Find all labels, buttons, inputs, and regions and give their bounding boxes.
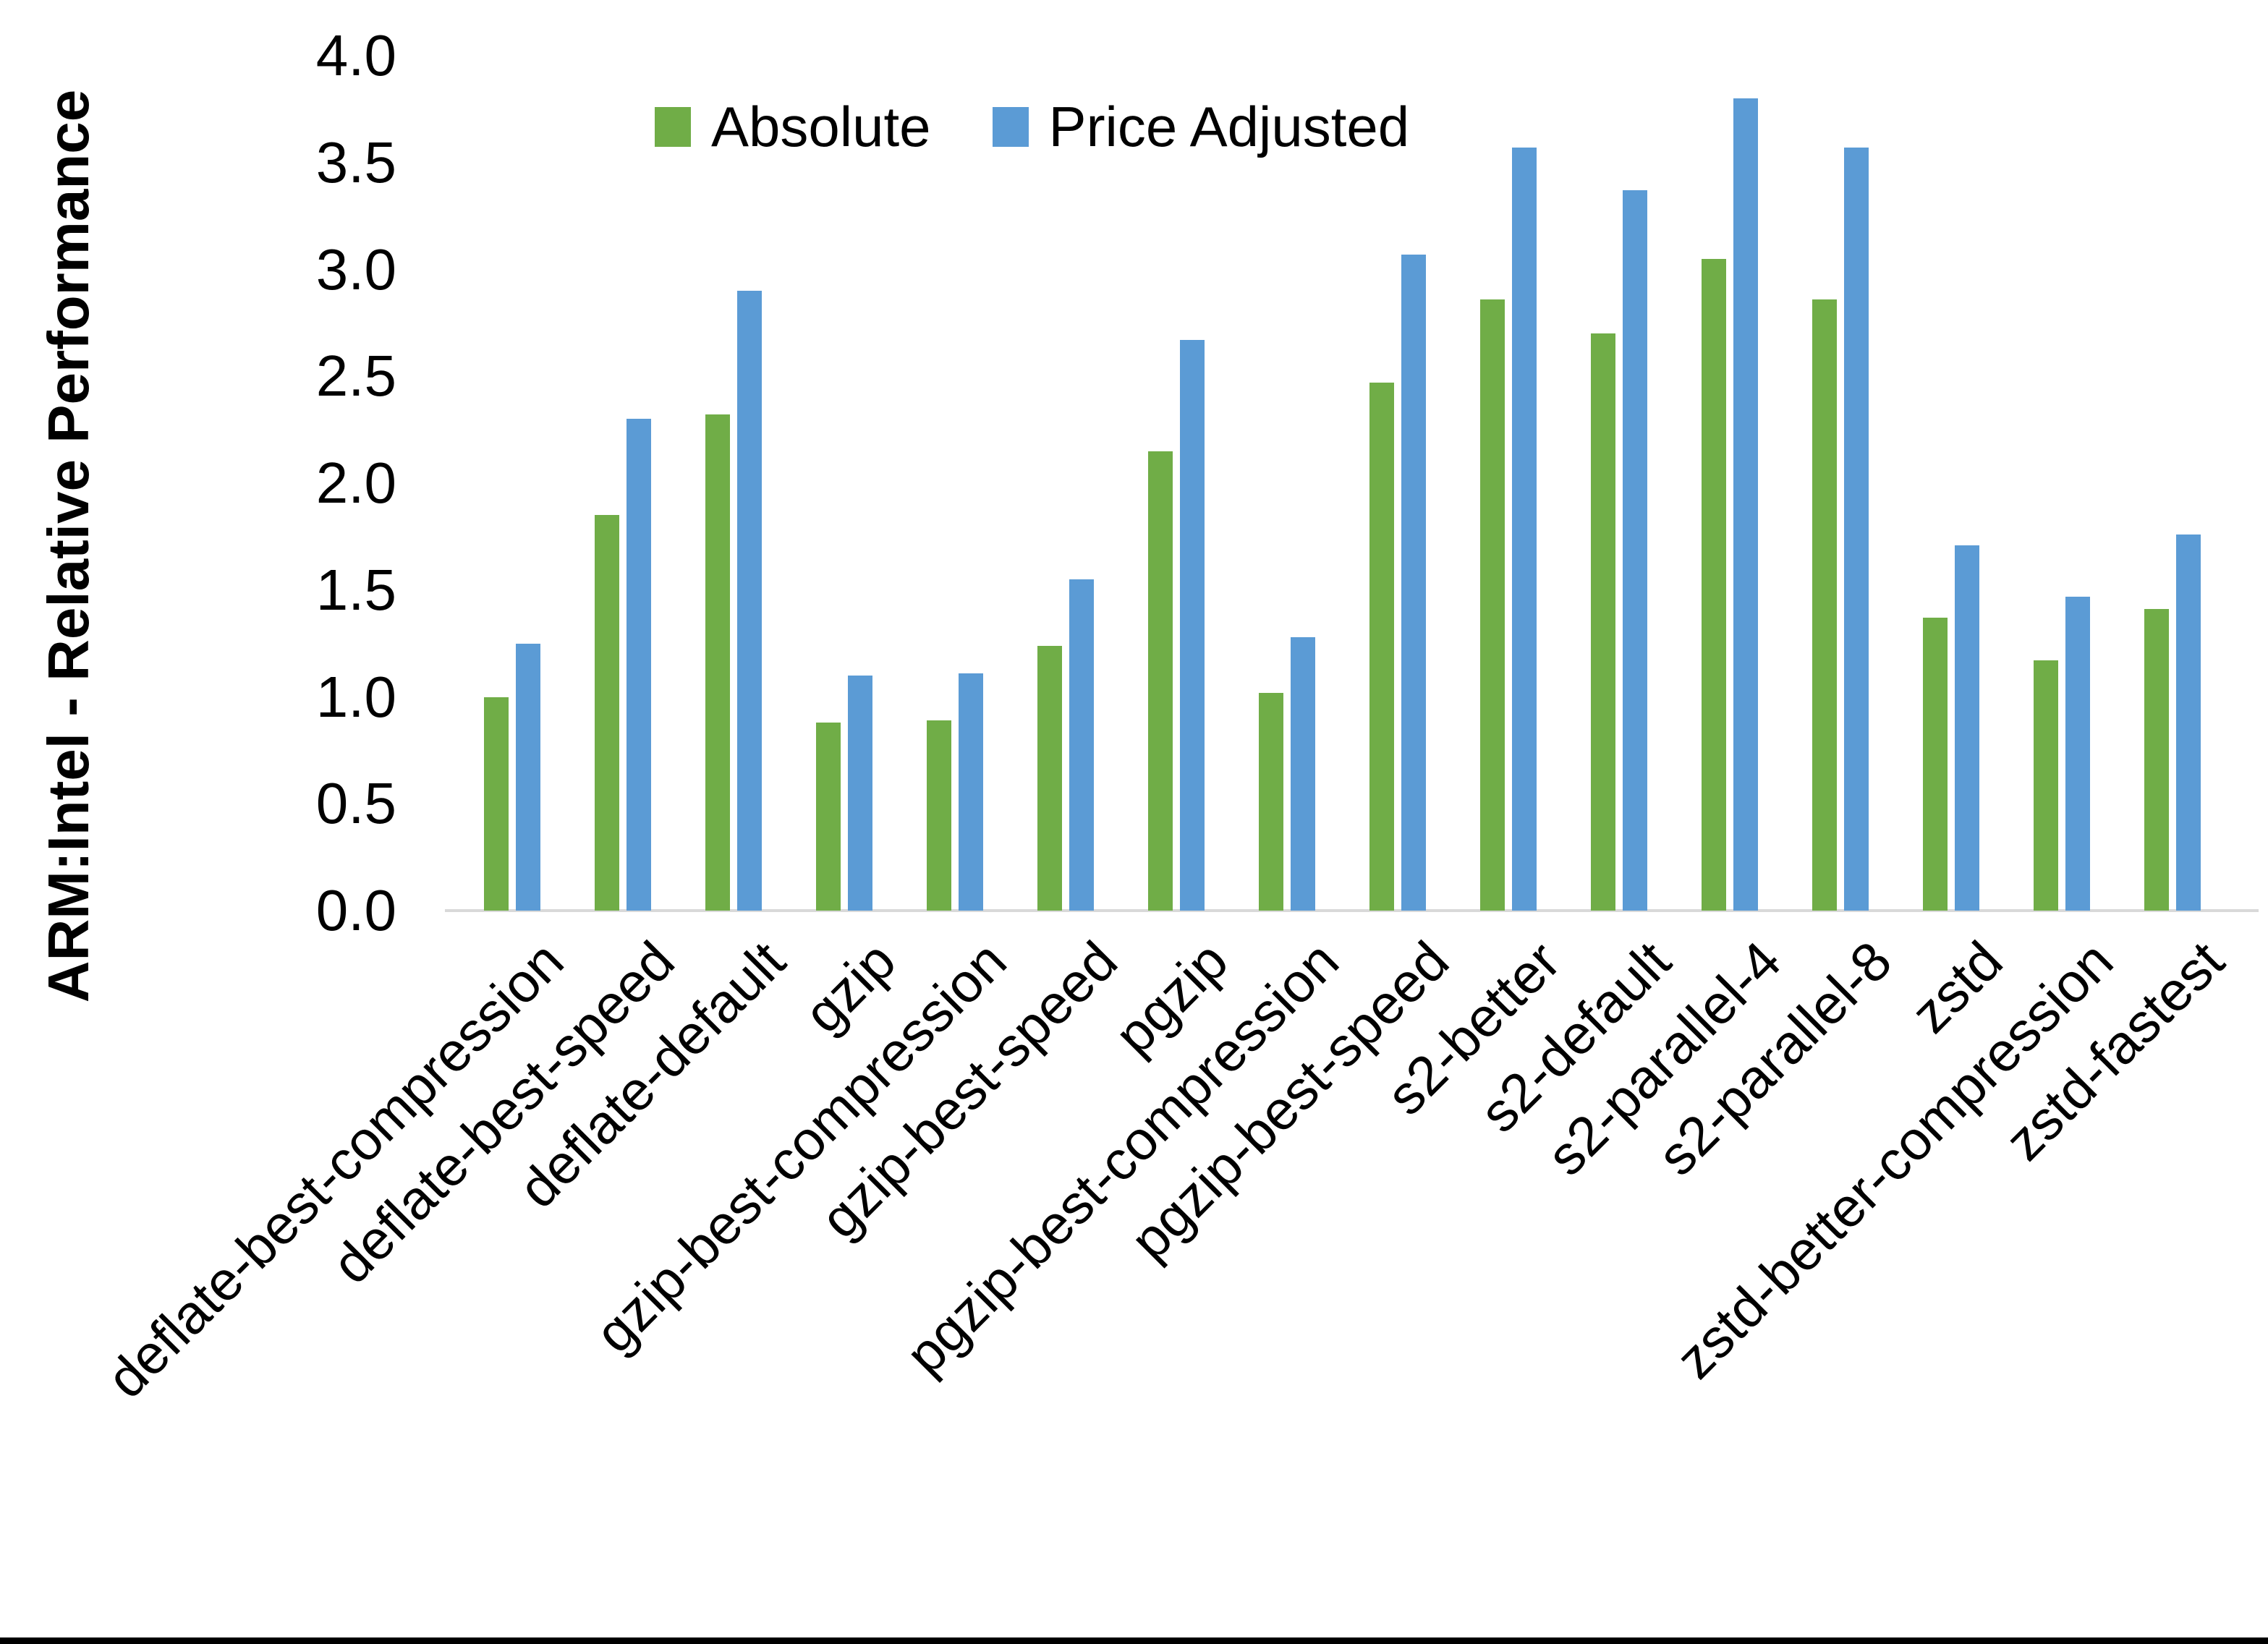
y-axis-tick-label: 1.5	[315, 557, 396, 622]
x-axis-label-deflate-best-compression: deflate-best-compression	[95, 929, 576, 1410]
bar-price-adjusted-zstd-better-compression	[2065, 596, 2090, 911]
bar-absolute-zstd-better-compression	[2033, 660, 2058, 911]
bar-absolute-gzip-best-compression	[926, 720, 951, 911]
bar-price-adjusted-s2-parallel-4	[1733, 98, 1758, 911]
bar-price-adjusted-s2-better	[1511, 148, 1537, 911]
bar-price-adjusted-gzip	[847, 675, 872, 911]
y-axis-tick-label: 2.5	[315, 344, 396, 409]
bar-price-adjusted-s2-default	[1622, 190, 1647, 911]
bar-price-adjusted-deflate-best-compression	[515, 643, 540, 911]
bar-price-adjusted-zstd-fastest	[2175, 534, 2201, 911]
bar-price-adjusted-pgzip-best-speed	[1401, 254, 1426, 911]
bar-price-adjusted-zstd	[1954, 545, 1979, 911]
bar-absolute-s2-parallel-4	[1701, 258, 1726, 911]
y-axis-tick-label: 1.0	[315, 664, 396, 729]
y-axis-tick-label: 3.5	[315, 129, 396, 195]
bar-price-adjusted-gzip-best-compression	[958, 673, 983, 911]
bar-absolute-pgzip-best-speed	[1369, 383, 1394, 911]
window-bottom-border	[0, 1637, 2268, 1644]
legend-swatch-price-adjusted-icon	[992, 107, 1029, 147]
bar-absolute-deflate-best-speed	[594, 515, 619, 911]
x-axis-line	[445, 909, 2259, 912]
bar-absolute-zstd	[1922, 618, 1948, 911]
legend-item-price-adjusted: Price Adjusted	[992, 94, 1410, 160]
legend-item-absolute: Absolute	[655, 94, 931, 160]
bar-price-adjusted-pgzip-best-compression	[1290, 636, 1315, 911]
legend-swatch-absolute-icon	[655, 107, 691, 147]
bar-price-adjusted-pgzip	[1179, 340, 1205, 911]
y-axis-tick-label: 2.0	[315, 451, 396, 515]
bar-absolute-pgzip	[1147, 451, 1173, 911]
bar-price-adjusted-gzip-best-speed	[1069, 579, 1094, 911]
bar-absolute-s2-parallel-8	[1812, 299, 1837, 911]
bar-absolute-gzip-best-speed	[1037, 645, 1062, 911]
y-axis-tick-label: 4.0	[315, 23, 396, 88]
bar-absolute-gzip	[815, 722, 841, 911]
y-axis-tick-label: 3.0	[315, 237, 396, 302]
bar-absolute-deflate-best-compression	[483, 697, 509, 911]
bar-absolute-s2-default	[1590, 333, 1615, 911]
legend-label-price-adjusted: Price Adjusted	[1048, 95, 1410, 158]
y-axis-tick-label: 0.5	[315, 771, 396, 836]
legend-label-absolute: Absolute	[711, 95, 931, 158]
bar-absolute-zstd-fastest	[2144, 609, 2169, 911]
bar-price-adjusted-s2-parallel-8	[1843, 148, 1869, 911]
y-axis-tick-label: 0.0	[315, 878, 396, 942]
bar-absolute-deflate-default	[705, 414, 730, 911]
bar-absolute-s2-better	[1479, 299, 1505, 911]
bar-price-adjusted-deflate-default	[736, 291, 762, 911]
bar-absolute-pgzip-best-compression	[1258, 692, 1283, 911]
bar-price-adjusted-deflate-best-speed	[626, 419, 651, 911]
legend: Absolute Price Adjusted	[655, 94, 1409, 160]
